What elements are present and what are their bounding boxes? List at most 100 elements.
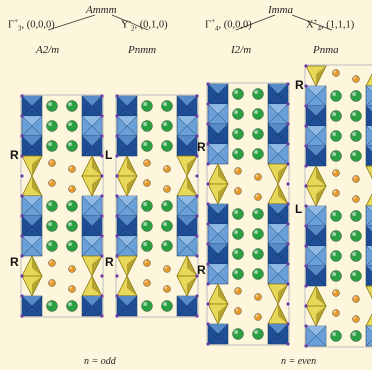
corner-oxygen — [100, 174, 104, 178]
tetrahedron-face — [32, 276, 42, 296]
group-subgroup-tree-lines — [47, 14, 333, 31]
irrep-letter: Γ — [8, 19, 15, 31]
octahedron-edge — [207, 223, 229, 245]
a-site-cation-highlight — [332, 112, 337, 116]
corner-oxygen — [20, 254, 24, 258]
a-site-cation-highlight — [163, 242, 167, 246]
tetrahedron-face — [32, 256, 42, 276]
a-site-cation — [66, 100, 78, 112]
corner-oxygen — [206, 182, 210, 186]
oxygen-ion-highlight — [69, 286, 72, 289]
octahedron-edge — [267, 243, 289, 265]
a-site-cation-highlight — [352, 332, 357, 337]
octahedron-face — [218, 124, 228, 144]
oxygen-ion-highlight — [69, 266, 72, 269]
a-site-cation-highlight — [48, 122, 52, 126]
column-pnma — [304, 64, 372, 348]
corner-oxygen — [286, 182, 290, 186]
a-site-cation — [141, 300, 153, 312]
octahedron-face — [218, 224, 228, 244]
tetrahedron-face — [278, 284, 288, 304]
octahedron-face — [268, 84, 288, 94]
tree-branch-line — [235, 14, 276, 31]
oxygen-ion — [254, 173, 262, 181]
irrep-sub: 4 — [317, 24, 322, 33]
octahedron-face — [306, 106, 326, 116]
octahedron-face — [92, 136, 102, 156]
a-site-cation — [350, 330, 362, 342]
irrep-sub: 2 — [130, 24, 135, 33]
a-site-cation-highlight — [48, 102, 52, 106]
octahedron-edge — [365, 159, 372, 167]
octahedron-face — [117, 116, 137, 126]
a-site-cation-highlight — [163, 222, 167, 226]
octahedron-edge — [207, 263, 229, 285]
corner-oxygen — [195, 254, 199, 258]
a-site-cation — [141, 200, 153, 212]
a-site-cation — [350, 150, 362, 162]
oxygen-ion-highlight — [49, 180, 53, 183]
oxygen-ion-highlight — [353, 296, 356, 299]
oxygen-ion — [48, 159, 56, 167]
a-site-cation-highlight — [254, 210, 258, 214]
octahedron-face — [208, 104, 228, 114]
a-site-cation-highlight — [48, 222, 52, 226]
a-site-cation-highlight — [352, 232, 357, 236]
corner-oxygen — [100, 214, 104, 218]
oxygen-ion — [163, 165, 171, 173]
octahedron-edge — [365, 259, 372, 267]
oxygen-ion-highlight — [144, 160, 147, 163]
octahedron-face — [82, 216, 102, 226]
octahedron-face — [278, 104, 288, 124]
a-site-cation — [232, 268, 244, 280]
a-site-cation — [141, 220, 153, 232]
octahedron-face — [208, 324, 228, 334]
oxygen-ion-highlight — [255, 194, 258, 197]
a-site-cation-highlight — [143, 222, 147, 226]
oxygen-ion — [332, 289, 340, 297]
column-i2m — [206, 82, 290, 346]
a-site-cation-highlight — [143, 202, 147, 206]
octahedron-face — [208, 124, 228, 134]
corner-oxygen — [115, 134, 119, 138]
corner-oxygen — [206, 202, 210, 206]
oxygen-ion — [254, 313, 262, 321]
parent-group-right: Imma — [268, 4, 294, 16]
a-site-cation-highlight — [48, 242, 52, 246]
octahedron-face — [177, 116, 197, 126]
a-site-cation-highlight — [332, 152, 337, 156]
octahedron-face — [208, 224, 228, 234]
corner-oxygen — [206, 122, 210, 126]
octahedron-face — [187, 216, 197, 236]
irrep-sup: + — [211, 17, 216, 25]
octahedron-face — [82, 296, 102, 306]
oxygen-ion — [234, 287, 242, 295]
a-site-cation — [161, 220, 173, 232]
irrep-vector: , (1,1,1) — [321, 19, 355, 31]
a-site-cation-highlight — [143, 142, 147, 146]
octahedron-face — [316, 126, 326, 146]
corner-oxygen — [115, 274, 119, 278]
octahedron-edge — [305, 325, 327, 347]
octahedron-edge — [21, 295, 43, 317]
oxygen-ion — [163, 265, 171, 273]
a-site-cation-highlight — [68, 302, 72, 307]
octahedron-edge — [116, 115, 138, 137]
octahedron-face — [187, 136, 197, 156]
tetrahedron-face — [127, 256, 137, 276]
tetrahedron — [365, 313, 372, 327]
irrep-vector: , (0,0,0) — [21, 19, 55, 31]
octahedron-face — [218, 104, 228, 124]
a-site-cation — [252, 268, 264, 280]
octahedron-face — [127, 216, 137, 236]
corner-oxygen — [286, 222, 290, 226]
corner-oxygen — [206, 162, 210, 166]
octahedron-face — [127, 196, 137, 216]
octahedron-face — [316, 86, 326, 106]
caption-even: n = even — [281, 356, 317, 367]
octahedron-face — [127, 136, 137, 156]
octahedron — [365, 265, 372, 287]
a-site-cation-highlight — [234, 250, 238, 254]
octahedron-edge — [116, 135, 138, 157]
